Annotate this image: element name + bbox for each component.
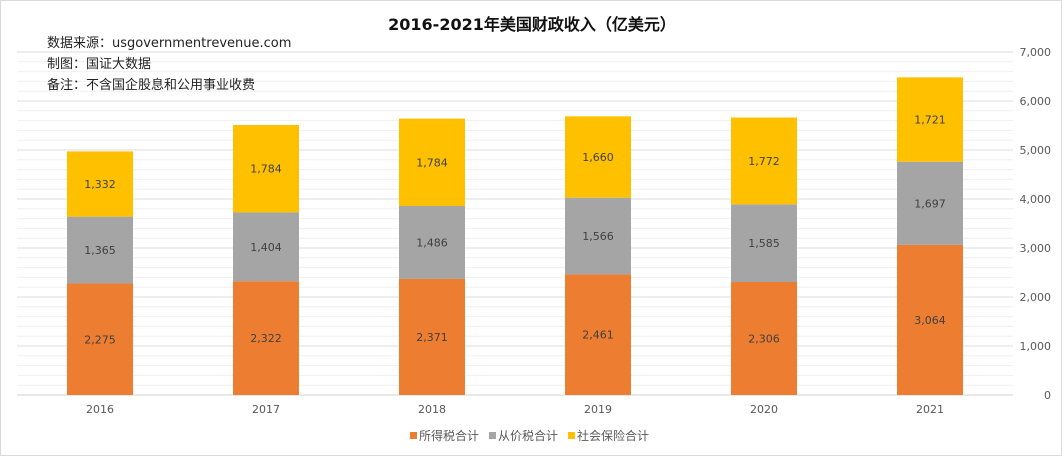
bar-segment bbox=[731, 204, 797, 283]
chart-title: 2016-2021年美国财政收入（亿美元） bbox=[388, 15, 676, 34]
legend-swatch bbox=[568, 432, 576, 439]
bar-segment bbox=[731, 282, 797, 395]
bar-segment bbox=[897, 161, 963, 245]
bar-segment bbox=[565, 274, 631, 395]
data-label: 2,306 bbox=[748, 333, 780, 346]
x-tick-label: 2018 bbox=[418, 403, 446, 416]
data-label: 2,461 bbox=[582, 329, 614, 342]
y-tick-label: 7,000 bbox=[1020, 46, 1052, 59]
bar-segment bbox=[731, 117, 797, 205]
legend-label: 所得税合计 bbox=[419, 428, 479, 443]
data-label: 2,322 bbox=[250, 332, 282, 345]
x-tick-label: 2016 bbox=[86, 403, 114, 416]
y-tick-label: 1,000 bbox=[1020, 340, 1052, 353]
remark-note: 备注：不含国企股息和公用事业收费 bbox=[47, 78, 256, 93]
bar-segment bbox=[233, 125, 299, 213]
data-label: 1,585 bbox=[748, 237, 780, 250]
data-label: 1,721 bbox=[914, 114, 946, 127]
data-label: 3,064 bbox=[914, 314, 946, 327]
bar-segment bbox=[67, 216, 133, 284]
data-label: 1,660 bbox=[582, 151, 614, 164]
data-label: 1,486 bbox=[416, 236, 448, 249]
y-tick-label: 2,000 bbox=[1020, 291, 1052, 304]
bar-segment bbox=[399, 118, 465, 207]
bar-segment bbox=[67, 283, 133, 395]
source-note: 数据来源：usgovernmentrevenue.com bbox=[47, 36, 292, 51]
legend-label: 社会保险合计 bbox=[577, 428, 649, 443]
bar-segment bbox=[897, 77, 963, 162]
data-label: 1,566 bbox=[582, 230, 614, 243]
bar-segment bbox=[399, 278, 465, 395]
data-label: 1,365 bbox=[84, 244, 116, 257]
data-label: 1,332 bbox=[84, 178, 116, 191]
legend-label: 从价税合计 bbox=[498, 428, 558, 443]
x-tick-label: 2020 bbox=[750, 403, 778, 416]
bar-segment bbox=[233, 212, 299, 282]
y-tick-label: 0 bbox=[1044, 389, 1051, 402]
bar-segment bbox=[897, 244, 963, 395]
y-tick-label: 5,000 bbox=[1020, 144, 1052, 157]
y-tick-label: 4,000 bbox=[1020, 193, 1052, 206]
bar-segment bbox=[565, 116, 631, 198]
y-tick-label: 3,000 bbox=[1020, 242, 1052, 255]
x-tick-label: 2019 bbox=[584, 403, 612, 416]
x-tick-label: 2021 bbox=[916, 403, 944, 416]
data-label: 1,784 bbox=[416, 156, 448, 169]
x-tick-label: 2017 bbox=[252, 403, 280, 416]
data-label: 2,275 bbox=[84, 333, 116, 346]
bar-segment bbox=[67, 151, 133, 217]
legend-swatch bbox=[489, 432, 497, 439]
legend-swatch bbox=[410, 432, 417, 439]
data-label: 1,784 bbox=[250, 163, 282, 176]
data-label: 1,772 bbox=[748, 155, 780, 168]
bar-segment bbox=[565, 197, 631, 275]
data-label: 2,371 bbox=[416, 331, 448, 344]
author-note: 制图：国证大数据 bbox=[47, 57, 152, 72]
y-tick-label: 6,000 bbox=[1020, 95, 1052, 108]
data-label: 1,697 bbox=[914, 197, 946, 210]
bar-segment bbox=[233, 281, 299, 395]
bar-segment bbox=[399, 206, 465, 279]
data-label: 1,404 bbox=[250, 241, 282, 254]
